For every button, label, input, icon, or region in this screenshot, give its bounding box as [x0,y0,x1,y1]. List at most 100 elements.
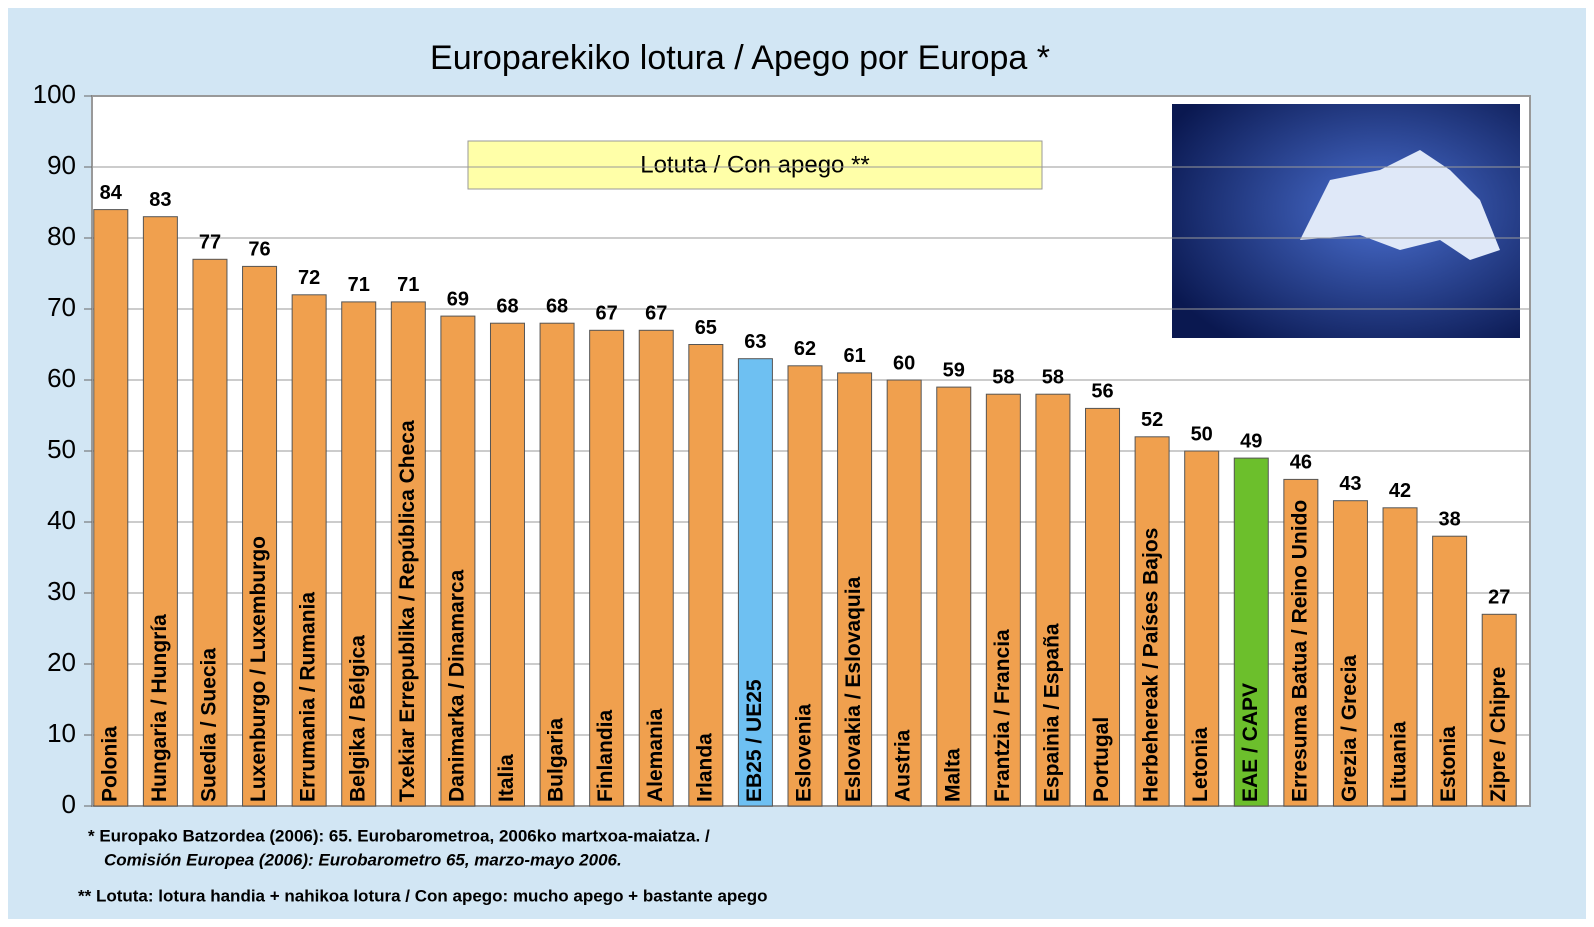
category-label: Erresuma Batua / Reino Unido [1288,500,1311,802]
value-label: 67 [596,303,618,325]
footnote: Comisión Europea (2006): Eurobarometro 6… [104,850,622,869]
bar [936,386,972,807]
value-label: 27 [1488,587,1510,609]
category-label: Eslovakia / Eslovaquia [842,576,865,802]
bar [638,329,674,807]
value-label: 68 [496,295,518,317]
value-label: 60 [893,352,915,374]
y-tick-label: 100 [33,79,76,109]
bar [93,209,129,807]
value-label: 76 [248,239,270,261]
bar [688,344,724,807]
value-label: 49 [1240,430,1262,452]
bar [390,301,426,807]
value-label: 61 [843,345,865,367]
value-label: 67 [645,303,667,325]
value-label: 62 [794,338,816,360]
category-label: Danimarka / Dinamarca [445,569,468,802]
bar [737,358,773,807]
category-label: Txekiar Errepublika / República Checa [396,420,419,802]
category-label: Grezia / Grecia [1338,655,1361,802]
category-label: Portugal [1090,717,1113,802]
y-tick-label: 50 [47,434,76,464]
category-label: Estonia [1437,726,1460,802]
bar [539,322,575,807]
category-label: Espainia / España [1040,623,1063,802]
y-tick-label: 0 [62,789,76,819]
legend-box [467,140,1043,190]
y-tick-label: 90 [47,150,76,180]
y-tick-label: 20 [47,647,76,677]
value-label: 58 [1042,366,1064,388]
bar [787,365,823,807]
bar [985,393,1021,807]
value-label: 58 [992,366,1014,388]
value-label: 84 [100,182,123,204]
bar [1035,393,1071,807]
footnote: ** Lotuta: lotura handia + nahikoa lotur… [78,886,768,905]
bar [1332,500,1368,807]
category-label: Frantzia / Francia [991,629,1014,802]
category-label: Lituania [1388,721,1411,802]
bar [1134,436,1170,807]
value-label: 65 [695,317,717,339]
value-label: 56 [1091,381,1113,403]
value-label: 38 [1438,508,1460,530]
bar [1184,450,1220,807]
value-label: 83 [149,189,171,211]
category-label: EB25 / UE25 [743,679,766,802]
category-label: Luxenburgo / Luxemburgo [247,536,270,802]
y-tick-label: 80 [47,221,76,251]
bar [192,258,228,807]
bar [142,216,178,807]
bar [1085,407,1121,807]
chart-title: Europarekiko lotura / Apego por Europa * [430,39,1050,77]
bar [242,265,278,807]
value-label: 43 [1339,473,1361,495]
category-label: Errumania / Rumania [297,592,320,802]
value-label: 63 [744,331,766,353]
bar [589,329,625,807]
category-label: Herbehereak / Países Bajos [1140,528,1163,802]
category-label: Italia [495,754,518,802]
category-label: Malta [941,748,964,802]
bar [341,301,377,807]
value-label: 71 [397,274,419,296]
category-label: Bulgaria [545,718,568,802]
category-label: Irlanda [693,733,716,802]
category-label: Suedia / Suecia [198,648,221,802]
footnote: * Europako Batzordea (2006): 65. Eurobar… [88,826,710,845]
y-tick-label: 10 [47,718,76,748]
bar [489,322,525,807]
bar [1382,507,1418,807]
category-label: Austria [892,729,915,802]
y-tick-label: 70 [47,292,76,322]
value-label: 50 [1191,423,1213,445]
category-label: Eslovenia [793,704,816,802]
legend-label: Lotuta / Con apego ** [640,151,870,178]
bar [1481,613,1517,807]
bar [886,379,922,807]
value-label: 72 [298,267,320,289]
value-label: 68 [546,295,568,317]
bar [440,315,476,807]
bar [291,294,327,807]
y-tick-label: 40 [47,505,76,535]
category-label: Zipre / Chipre [1487,667,1510,802]
value-label: 59 [943,359,965,381]
category-label: EAE / CAPV [1239,683,1262,802]
category-label: Belgika / Bélgica [346,635,369,802]
value-label: 52 [1141,409,1163,431]
category-label: Alemania [644,708,667,802]
value-label: 71 [348,274,370,296]
bar [837,372,873,807]
y-tick-label: 30 [47,576,76,606]
category-label: Letonia [1189,727,1212,802]
bar [1283,478,1319,807]
y-tick-label: 60 [47,363,76,393]
europe-map [1300,150,1500,260]
value-label: 42 [1389,480,1411,502]
category-label: Hungaria / Hungría [148,614,171,802]
value-label: 46 [1290,452,1312,474]
